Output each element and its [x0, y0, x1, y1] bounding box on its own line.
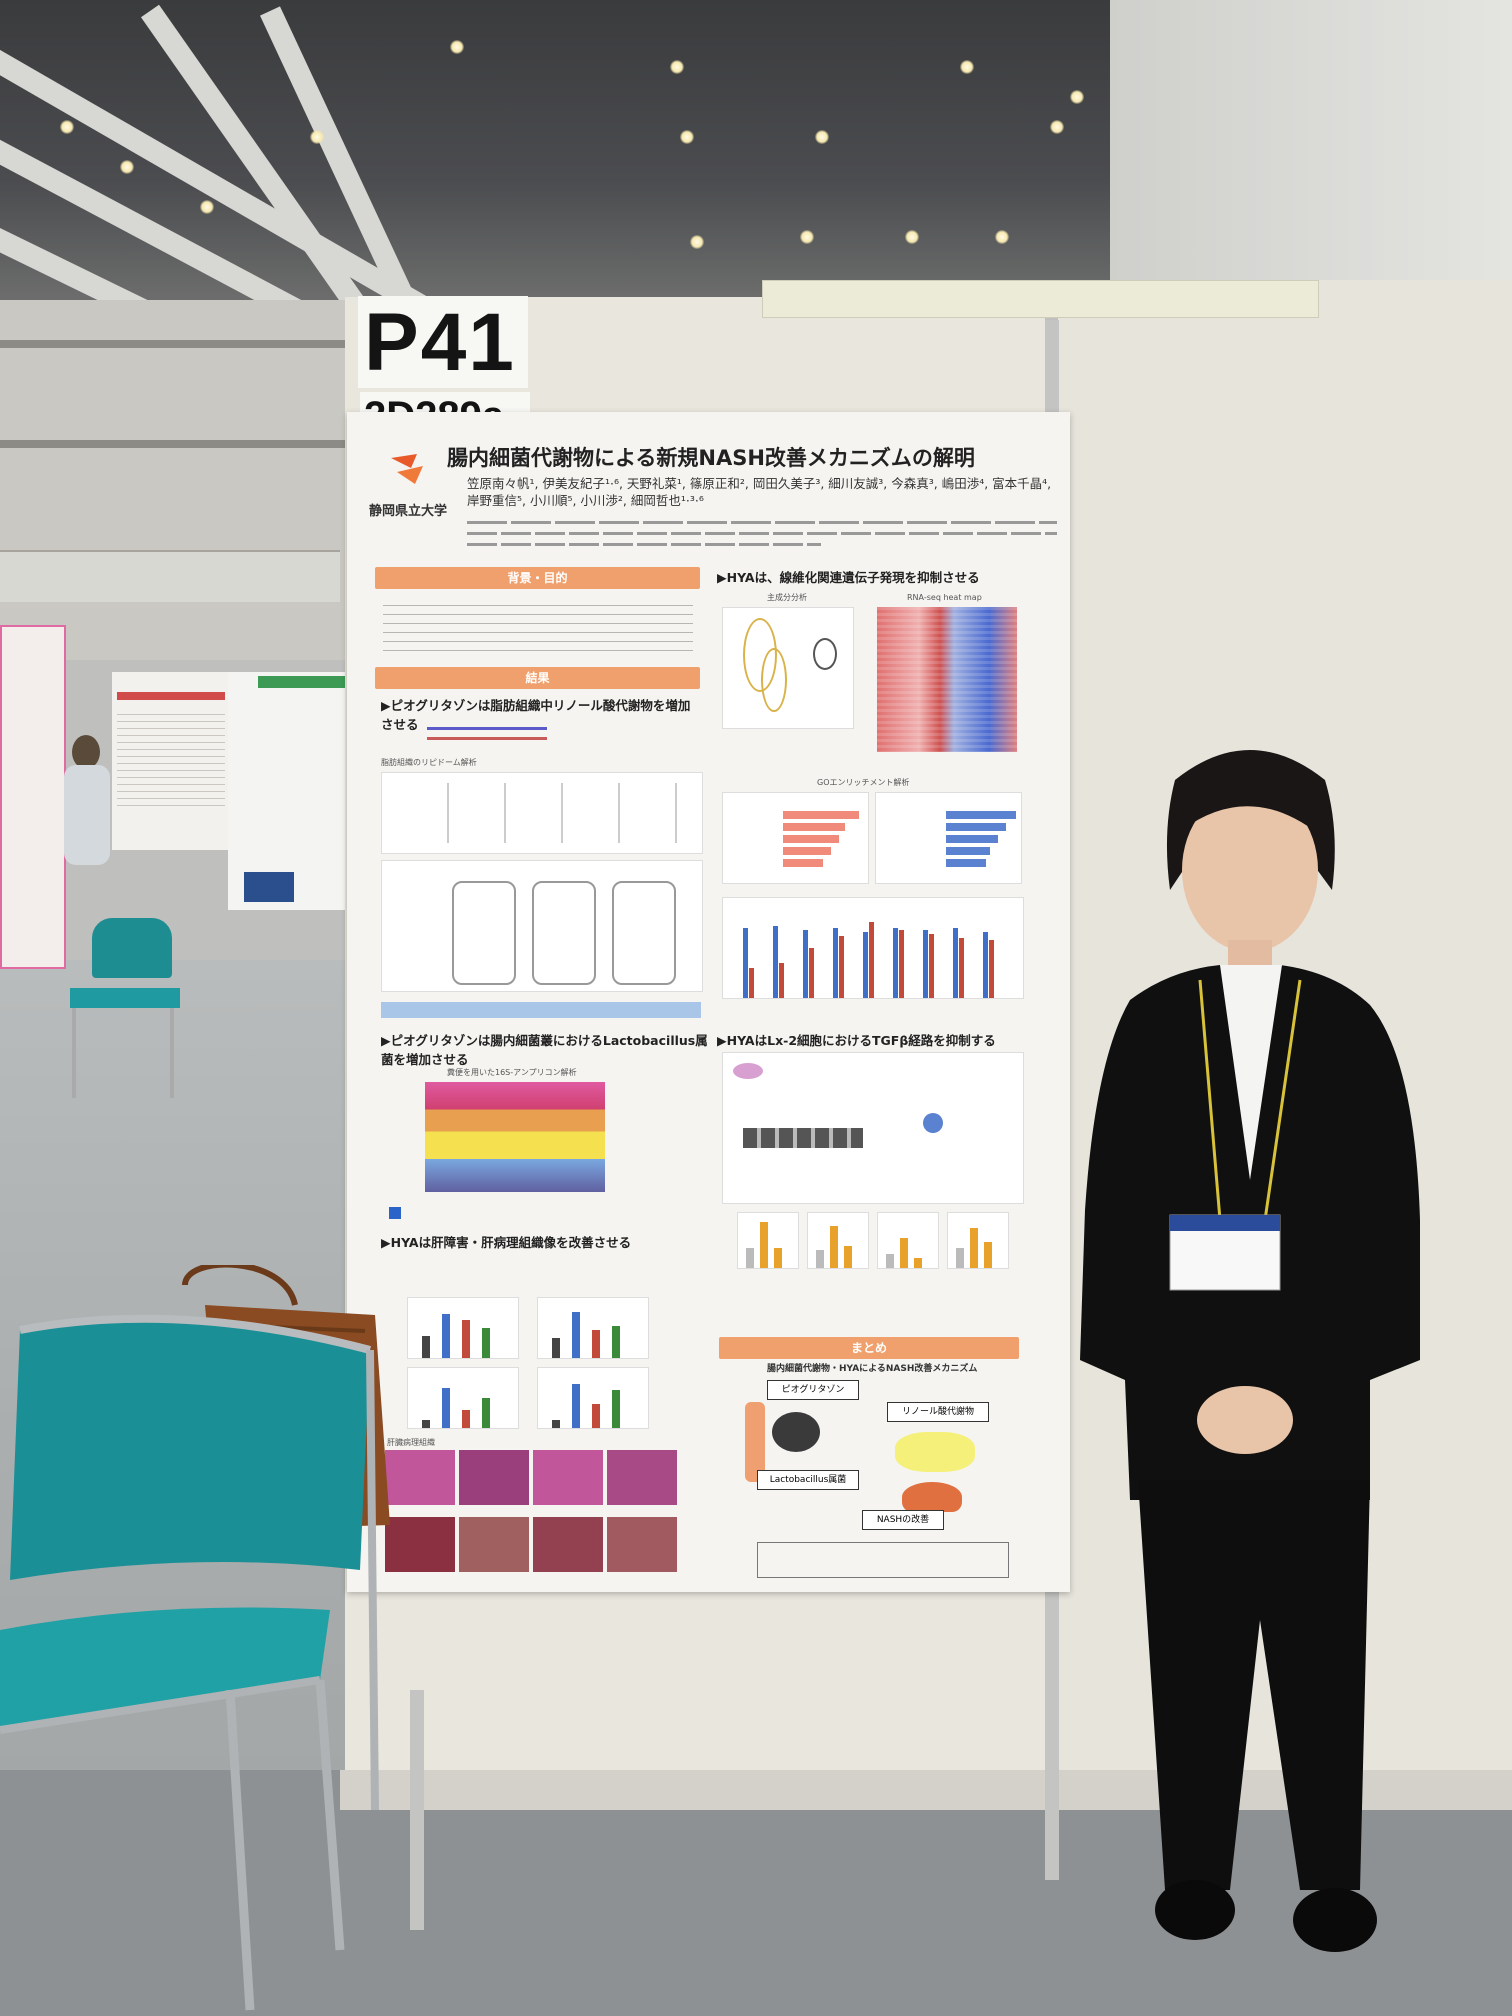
ceiling-light	[995, 230, 1009, 244]
pca-plot	[722, 607, 854, 729]
figure-label: 肝臓病理組織	[387, 1438, 435, 1447]
bar-chart	[407, 1297, 519, 1359]
board-pole	[410, 1690, 424, 1930]
ceiling-light	[1050, 120, 1064, 134]
figure-label: 糞便を用いた16S-アンプリコン解析	[447, 1068, 577, 1077]
poster-number-card: P41	[358, 296, 528, 388]
result-heading: ▶HYAは、線維化関連遺伝子発現を抑制させる	[717, 570, 980, 585]
visitor-background	[60, 735, 120, 905]
bar-chart	[877, 1212, 939, 1269]
ceiling-light	[450, 40, 464, 54]
summary-box: Lactobacillus属菌	[757, 1470, 859, 1490]
balcony-window	[0, 550, 340, 602]
histology-image	[533, 1517, 603, 1572]
bar-chart	[807, 1212, 869, 1269]
balcony-rail	[0, 440, 400, 448]
liver-icon	[902, 1482, 962, 1512]
lipid-figure	[381, 772, 703, 854]
poster-affiliations	[467, 515, 1057, 546]
gene-expression-bar-chart	[722, 897, 1024, 999]
result-heading: ▶ピオグリタゾンは脂肪組織中リノール酸代謝物を増加させる	[381, 698, 691, 732]
research-poster: 静岡県立大学 腸内細菌代謝物による新規NASH改善メカニズムの解明 笠原南々帆¹…	[347, 412, 1070, 1592]
result-heading: ▶ピオグリタゾンは腸内細菌叢におけるLactobacillus属菌を増加させる	[381, 1033, 708, 1067]
bar-chart	[737, 1212, 799, 1269]
histology-image	[459, 1517, 529, 1572]
figure-label: 脂肪組織のリピドーム解析	[381, 758, 477, 767]
result-heading: ▶HYAはLx-2細胞におけるTGFβ経路を抑制する	[717, 1033, 996, 1048]
intestine-icon	[745, 1402, 765, 1482]
tgf-pathway-figure	[722, 1052, 1024, 1204]
ceiling-light	[960, 60, 974, 74]
go-enrichment-down	[722, 792, 869, 884]
chair-background	[70, 918, 230, 1098]
timeline-arrow	[427, 727, 547, 730]
summary-box: ピオグリタゾン	[767, 1380, 859, 1400]
bar-chart	[407, 1367, 519, 1429]
bar-chart	[537, 1297, 649, 1359]
summary-box: リノール酸代謝物	[887, 1402, 989, 1422]
histology-image	[607, 1450, 677, 1505]
ceiling-light	[800, 230, 814, 244]
figure-label: 腸内細菌代謝物・HYAによるNASH改善メカニズム	[767, 1364, 978, 1374]
microbiome-stacked-bar	[425, 1082, 605, 1192]
histology-image	[385, 1450, 455, 1505]
rna-seq-heatmap	[877, 607, 1017, 752]
section-header: まとめ	[719, 1337, 1019, 1359]
section-header: 背景・目的	[375, 567, 700, 589]
figure-label: GOエンリッチメント解析	[817, 778, 910, 787]
histology-image	[385, 1517, 455, 1572]
lactobacillus-pathway-figure	[381, 860, 703, 992]
highlight-box	[381, 1002, 701, 1018]
ceiling-light	[310, 130, 324, 144]
other-poster	[0, 625, 66, 969]
balcony-rail	[0, 340, 400, 348]
background-text	[383, 597, 693, 657]
bar-chart	[947, 1212, 1009, 1269]
histology-image	[607, 1517, 677, 1572]
back-wall	[0, 300, 400, 660]
ceiling-light	[815, 130, 829, 144]
section-header: 結果	[375, 667, 700, 689]
arrow-icon	[389, 1207, 401, 1219]
other-poster	[112, 672, 230, 850]
histology-image	[533, 1450, 603, 1505]
ceiling-light	[905, 230, 919, 244]
timeline-arrow	[427, 737, 547, 740]
bar-chart	[537, 1367, 649, 1429]
chair	[0, 1314, 379, 2011]
university-name: 静岡県立大学	[369, 504, 448, 519]
university-logo-icon	[391, 454, 423, 484]
ceiling-light	[680, 130, 694, 144]
result-heading: ▶HYAは肝障害・肝病理組織像を改善させる	[381, 1235, 632, 1250]
figure-label: RNA-seq heat map	[907, 593, 982, 602]
ceiling-light	[120, 160, 134, 174]
ceiling-light	[670, 60, 684, 74]
figure-label: 主成分分析	[767, 593, 807, 602]
poster-authors: 笠原南々帆¹, 伊美友紀子¹·⁶, 天野礼菜¹, 篠原正和², 岡田久美子³, …	[467, 476, 1052, 508]
poster-number: P41	[364, 297, 516, 388]
ceiling-light	[200, 200, 214, 214]
ceiling-light	[60, 120, 74, 134]
wall	[1110, 0, 1512, 300]
molecule-icon	[895, 1432, 975, 1472]
poster-title: 腸内細菌代謝物による新規NASH改善メカニズムの解明	[447, 446, 975, 470]
other-poster	[228, 672, 360, 910]
ceiling-light	[690, 235, 704, 249]
go-enrichment-up	[875, 792, 1022, 884]
presenter	[1080, 750, 1420, 1952]
summary-box: NASHの改善	[862, 1510, 944, 1530]
bacteria-icon	[772, 1412, 820, 1452]
ceiling-light	[1070, 90, 1084, 104]
histology-image	[459, 1450, 529, 1505]
funding-box	[757, 1542, 1009, 1578]
board-rail	[762, 280, 1319, 318]
